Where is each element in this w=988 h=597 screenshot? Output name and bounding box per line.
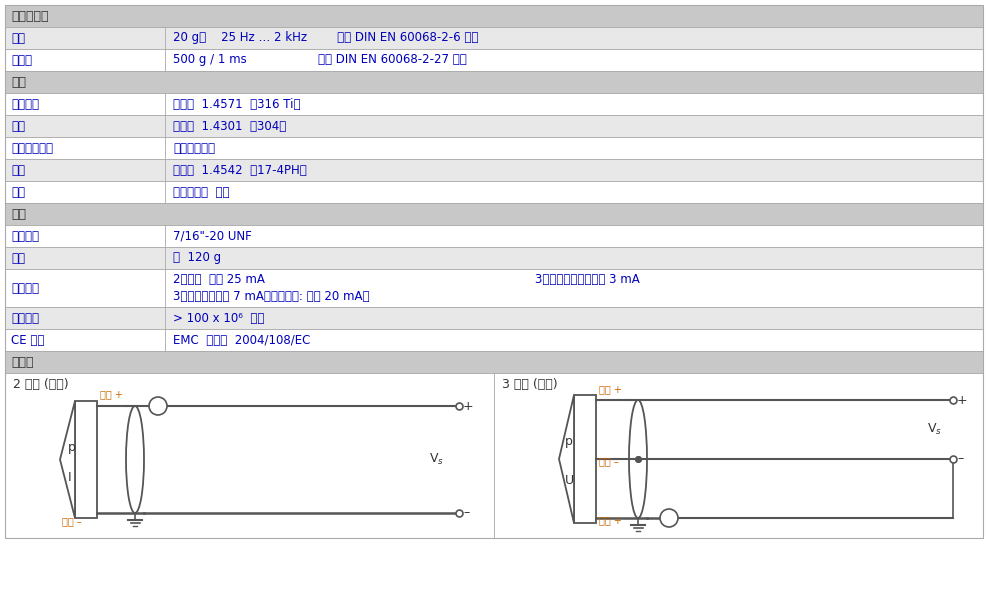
Text: 接线图: 接线图 <box>11 355 34 368</box>
Text: 电源 –: 电源 – <box>62 516 82 526</box>
Text: +: + <box>957 393 967 407</box>
Text: U: U <box>565 475 574 488</box>
Text: 500 g / 1 ms                   符合 DIN EN 60068-2-27 标准: 500 g / 1 ms 符合 DIN EN 60068-2-27 标准 <box>173 54 466 66</box>
Text: 3线制电压：标准 7 mA（短路电流: 最大 20 mA）: 3线制电压：标准 7 mA（短路电流: 最大 20 mA） <box>173 290 370 303</box>
Bar <box>5 203 983 225</box>
Text: 重量: 重量 <box>11 251 25 264</box>
Text: 抗冲击: 抗冲击 <box>11 54 32 66</box>
Text: –: – <box>463 506 469 519</box>
Circle shape <box>660 509 678 527</box>
Bar <box>5 225 983 247</box>
Text: p: p <box>565 435 573 448</box>
Text: +: + <box>463 399 473 413</box>
Bar <box>5 269 983 307</box>
Text: 2 线制 (电流): 2 线制 (电流) <box>13 377 68 390</box>
Bar <box>574 395 596 523</box>
Text: 3 线制 (电压): 3 线制 (电压) <box>502 377 557 390</box>
Bar <box>5 351 983 373</box>
Text: 使用寿命: 使用寿命 <box>11 312 39 325</box>
Text: 材料: 材料 <box>11 75 26 88</box>
Text: 7/16"-20 UNF: 7/16"-20 UNF <box>173 229 252 242</box>
Text: 2线制：  最大 25 mA: 2线制： 最大 25 mA <box>173 273 265 286</box>
Bar <box>5 159 983 181</box>
Text: 信号 +: 信号 + <box>599 515 621 525</box>
Text: 壳体: 壳体 <box>11 119 25 133</box>
Text: V: V <box>666 513 672 523</box>
Text: CE 认证: CE 认证 <box>11 334 44 346</box>
Bar <box>5 27 983 49</box>
Polygon shape <box>559 395 574 523</box>
Text: 电源 +: 电源 + <box>599 384 621 394</box>
Text: 不锈锂  1.4301  （304）: 不锈锂 1.4301 （304） <box>173 119 287 133</box>
Text: EMC  规范：  2004/108/EC: EMC 规范： 2004/108/EC <box>173 334 310 346</box>
Bar <box>5 137 983 159</box>
Bar <box>5 373 494 538</box>
Text: V$_s$: V$_s$ <box>928 422 943 437</box>
Text: 压力接口，  隔膜: 压力接口， 隔膜 <box>173 186 229 198</box>
Ellipse shape <box>629 400 647 518</box>
Bar <box>5 5 983 538</box>
Text: 隔膜: 隔膜 <box>11 164 25 177</box>
Text: 电源 –: 电源 – <box>599 456 618 466</box>
Text: 压力接口: 压力接口 <box>11 229 39 242</box>
Bar <box>5 71 983 93</box>
Text: 不锈锂  1.4542  （17-4PH）: 不锈锂 1.4542 （17-4PH） <box>173 164 306 177</box>
Bar <box>5 247 983 269</box>
Text: A: A <box>155 401 161 411</box>
Bar <box>5 49 983 71</box>
Text: > 100 x 10⁶  周期: > 100 x 10⁶ 周期 <box>173 312 265 325</box>
Polygon shape <box>60 401 75 518</box>
Text: V$_s$: V$_s$ <box>430 452 445 467</box>
Text: –: – <box>957 453 963 466</box>
Bar <box>5 5 983 27</box>
Text: 湿件: 湿件 <box>11 186 25 198</box>
Bar <box>5 93 983 115</box>
Text: 防震: 防震 <box>11 32 25 45</box>
Text: I: I <box>68 471 71 484</box>
Text: 电流限制: 电流限制 <box>11 282 39 294</box>
Bar <box>494 373 983 538</box>
Text: 机械稳定性: 机械稳定性 <box>11 10 48 23</box>
Text: 其他: 其他 <box>11 208 26 220</box>
Ellipse shape <box>126 406 144 513</box>
Text: 不锈锂  1.4571  （316 Ti）: 不锈锂 1.4571 （316 Ti） <box>173 97 300 110</box>
Bar <box>5 329 983 351</box>
Text: 压力接口: 压力接口 <box>11 97 39 110</box>
Bar <box>5 307 983 329</box>
Text: 约  120 g: 约 120 g <box>173 251 221 264</box>
Text: p: p <box>68 441 76 454</box>
Text: 20 g，    25 Hz … 2 kHz        符合 DIN EN 60068-2-6 标准: 20 g， 25 Hz … 2 kHz 符合 DIN EN 60068-2-6 … <box>173 32 478 45</box>
Text: 传感器密封件: 传感器密封件 <box>11 141 53 155</box>
Bar <box>5 181 983 203</box>
Bar <box>5 115 983 137</box>
Text: 电源 +: 电源 + <box>100 389 123 399</box>
Text: 3线制比例输出：标准 3 mA: 3线制比例输出：标准 3 mA <box>535 273 640 286</box>
Text: 无（焊接式）: 无（焊接式） <box>173 141 215 155</box>
Bar <box>75 401 97 518</box>
Circle shape <box>149 397 167 415</box>
